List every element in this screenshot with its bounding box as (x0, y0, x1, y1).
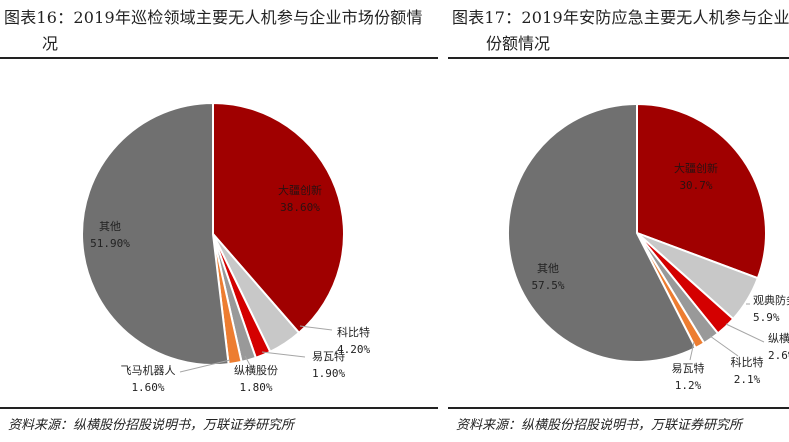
leader-line (299, 325, 333, 331)
slice-name-label: 纵横股份 (234, 363, 278, 377)
slice-name-label: 纵横股份 (768, 331, 789, 345)
slice-value-label: 1.80% (239, 381, 272, 394)
title-divider (0, 57, 438, 59)
source-note: 资料来源：纵横股份招股说明书，万联证券研究所 (8, 418, 295, 433)
slice-name-label: 易瓦特 (312, 349, 345, 363)
slice-value-label: 1.90% (312, 367, 345, 380)
pie-slice (81, 101, 230, 366)
slice-value-label: 51.90% (90, 237, 130, 250)
chart-title-line2: 况 (42, 34, 59, 53)
chart-panel-right: 图表17：2019年安防应急主要无人机参与企业 份额情况 大疆创新 30.7% 观典… (448, 0, 789, 442)
pie-chart-security: 大疆创新 30.7% 观典防务 5.9% 纵横股份 2.6% 科比特 2.1% 易瓦特 1.2% 其… (507, 102, 789, 392)
slice-name-label: 其他 (537, 262, 559, 275)
chart-title-line2: 份额情况 (486, 34, 551, 53)
leader-line (725, 323, 765, 343)
title-divider (448, 57, 789, 59)
slice-value-label: 1.60% (131, 381, 164, 394)
slice-value-label: 30.7% (679, 179, 712, 192)
leader-line (244, 355, 251, 366)
slice-value-label: 38.60% (280, 201, 320, 214)
leader-line (689, 341, 695, 361)
slice-name-label: 大疆创新 (278, 183, 322, 197)
slice-value-label: 2.6% (768, 349, 789, 362)
pie-slice (636, 102, 767, 280)
slice-name-label: 大疆创新 (674, 161, 718, 175)
chart-title-line1: 图表16：2019年巡检领域主要无人机参与企业市场份额情 (4, 8, 423, 27)
pie-chart-inspection: 大疆创新 38.60% 科比特 4.20%易瓦特 1.90% 纵横股份 1.80% 飞马机器人… (81, 101, 370, 394)
slice-value-label: 5.9% (753, 311, 780, 324)
source-divider (0, 407, 438, 409)
pie-slice (507, 102, 697, 363)
leader-line (261, 351, 306, 358)
slice-name-label: 其他 (99, 220, 121, 233)
slice-name-label: 易瓦特 (672, 361, 705, 375)
chart-title: 图表16：2019年巡检领域主要无人机参与企业市场份额情 况 (0, 0, 438, 60)
slice-value-label: 4.20% (337, 343, 370, 356)
slice-name-label: 观典防务 (753, 293, 789, 307)
leader-line (709, 335, 739, 357)
leader-line (179, 359, 231, 373)
slice-name-label: 科比特 (337, 325, 370, 339)
slice-value-label: 1.2% (675, 379, 702, 392)
slice-name-label: 飞马机器人 (121, 363, 176, 377)
chart-title-line1: 图表17：2019年安防应急主要无人机参与企业 (452, 8, 789, 27)
source-note: 资料来源：纵横股份招股说明书，万联证券研究所 (456, 418, 743, 433)
source-divider (448, 407, 789, 409)
chart-title: 图表17：2019年安防应急主要无人机参与企业 份额情况 (448, 0, 789, 60)
slice-name-label: 科比特 (731, 355, 764, 369)
slice-value-label: 2.1% (734, 373, 761, 386)
chart-panel-left: 图表16：2019年巡检领域主要无人机参与企业市场份额情 况 大疆创新 38.60… (0, 0, 438, 433)
slice-value-label: 57.5% (531, 279, 564, 292)
pie-slice (212, 101, 346, 335)
